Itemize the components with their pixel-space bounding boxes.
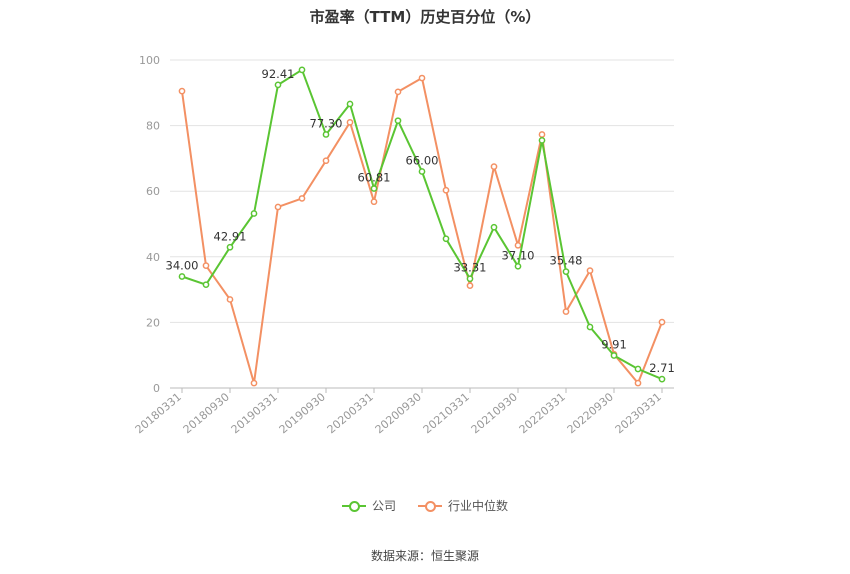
legend: 公司 行业中位数	[0, 497, 850, 514]
data-point	[370, 185, 378, 192]
data-label: 2.71	[649, 361, 675, 375]
series-line-company	[181, 68, 663, 381]
y-tick-label: 80	[146, 120, 160, 133]
data-label: 66.00	[406, 154, 439, 168]
data-point	[514, 262, 522, 270]
data-point	[274, 203, 282, 211]
data-point	[562, 308, 570, 315]
x-tick-label: 20190930	[277, 390, 328, 436]
data-label: 60.81	[358, 171, 391, 185]
data-label: 35.48	[550, 254, 583, 268]
data-point	[538, 131, 546, 138]
legend-label-company: 公司	[371, 499, 396, 513]
x-tick-label: 20200930	[373, 390, 424, 436]
data-point	[250, 210, 258, 217]
data-source: 数据来源：恒生聚源	[370, 549, 479, 563]
legend-line-icon	[341, 499, 366, 513]
x-tick-label: 20200331	[325, 390, 376, 436]
x-tick-label: 20190331	[229, 390, 280, 436]
data-point	[250, 379, 258, 387]
data-point	[346, 100, 354, 108]
data-point	[466, 275, 474, 283]
data-point	[610, 352, 618, 359]
data-point	[226, 243, 234, 251]
x-tick-label: 20180331	[133, 390, 184, 436]
y-tick-label: 40	[146, 251, 160, 264]
data-point	[226, 296, 234, 303]
x-tick-label: 20210930	[469, 390, 520, 436]
data-point	[562, 268, 570, 275]
y-tick-label: 60	[146, 185, 160, 198]
y-tick-label: 0	[153, 382, 160, 395]
data-point	[490, 223, 498, 231]
y-tick-label: 100	[139, 54, 160, 67]
data-point	[298, 195, 306, 202]
data-label: 42.91	[214, 229, 247, 243]
data-point	[418, 74, 426, 82]
x-tick-label: 20220930	[565, 390, 616, 436]
data-point	[394, 117, 402, 125]
chart-title: 市盈率（TTM）历史百分位（%）	[309, 8, 541, 26]
data-label: 34.00	[166, 258, 199, 272]
data-point	[490, 163, 498, 170]
data-point	[298, 66, 306, 74]
legend-line-icon	[418, 499, 442, 513]
data-point	[178, 273, 186, 280]
data-point	[346, 118, 354, 126]
data-label: 92.41	[262, 67, 295, 81]
data-point	[322, 131, 330, 138]
data-point	[538, 137, 546, 144]
data-point	[394, 88, 402, 96]
data-point	[202, 262, 210, 270]
data-point	[274, 81, 282, 89]
data-point	[634, 365, 642, 373]
legend-item-company[interactable]: 公司	[341, 497, 396, 514]
legend-item-industry-median[interactable]: 行业中位数	[418, 497, 508, 514]
series-line-industry-median	[181, 77, 663, 385]
data-point	[466, 282, 474, 290]
data-point	[634, 379, 642, 387]
line-chart: 0 20 40 60 80 100 201803312018093020190331201…	[133, 54, 675, 436]
x-tick-label: 20230331	[613, 390, 664, 436]
data-point	[442, 186, 450, 194]
data-point	[370, 198, 378, 206]
y-axis: 0 20 40 60 80 100	[139, 54, 160, 395]
x-tick-label: 20220331	[517, 390, 568, 436]
data-point	[658, 318, 666, 326]
y-tick-label: 20	[146, 316, 160, 329]
data-point	[178, 87, 186, 95]
data-label: 33.31	[454, 261, 487, 275]
x-axis: 2018033120180930201903312019093020200331…	[133, 387, 674, 436]
data-point	[202, 281, 210, 289]
data-point	[586, 323, 594, 331]
data-labels: 34.00 42.91 92.41 77.30 60.81 66.00 33.31 37.10…	[166, 67, 675, 375]
data-point	[658, 375, 666, 383]
x-tick-label: 20210331	[421, 390, 472, 436]
data-point	[418, 168, 426, 175]
data-point	[442, 235, 450, 243]
x-tick-label: 20180930	[181, 390, 232, 436]
data-point	[322, 157, 330, 165]
data-label: 77.30	[310, 116, 343, 130]
data-label: 37.10	[502, 248, 535, 262]
data-point	[514, 241, 522, 249]
data-point	[586, 267, 594, 274]
grid-lines	[170, 59, 674, 323]
data-label: 9.91	[601, 337, 627, 351]
legend-label-industry-median: 行业中位数	[448, 499, 509, 513]
series-layer	[178, 66, 666, 387]
